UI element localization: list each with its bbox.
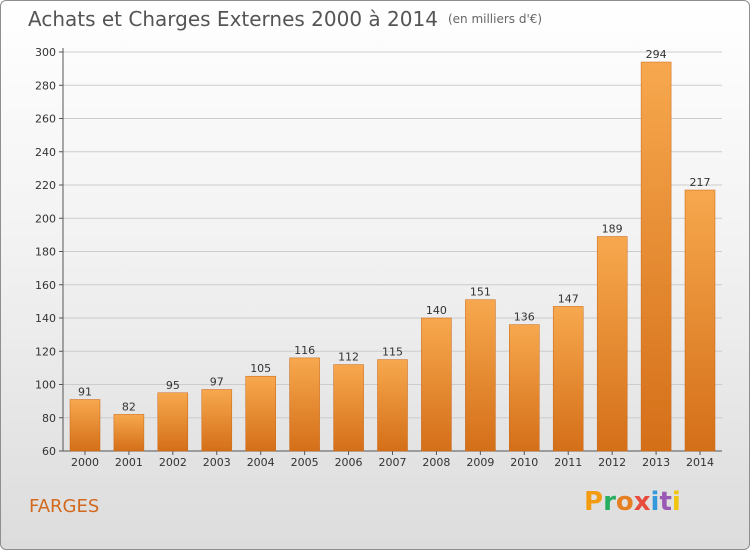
logo-letter: r bbox=[603, 487, 616, 517]
x-tick-label-2003: 2003 bbox=[203, 456, 231, 469]
y-tick-label: 280 bbox=[35, 79, 56, 92]
value-label-2003: 97 bbox=[210, 375, 224, 388]
bar-2014 bbox=[684, 189, 716, 452]
y-tick-label: 200 bbox=[35, 212, 56, 225]
bar-2000 bbox=[69, 399, 101, 452]
x-tick-label-2000: 2000 bbox=[71, 456, 99, 469]
bar-2009 bbox=[465, 299, 496, 452]
bar-2012 bbox=[596, 236, 628, 452]
axes: 60 80 100 120 140 160 180 200 220 240 260 280 300 bbox=[35, 46, 722, 458]
x-tick-label-2011: 2011 bbox=[554, 456, 582, 469]
y-tick-label: 80 bbox=[42, 412, 56, 425]
x-tick-label-2002: 2002 bbox=[159, 456, 187, 469]
value-label-2000: 91 bbox=[78, 385, 92, 398]
bar-2011 bbox=[552, 306, 584, 452]
bar-2013 bbox=[640, 61, 672, 452]
x-tick-label-2009: 2009 bbox=[466, 456, 494, 469]
x-tick-label-2001: 2001 bbox=[115, 456, 143, 469]
y-tick-label: 60 bbox=[42, 445, 56, 458]
bar-2004 bbox=[245, 375, 276, 452]
value-label-2011: 147 bbox=[558, 292, 579, 305]
value-label-2006: 112 bbox=[338, 351, 359, 364]
logo-letter: i bbox=[650, 487, 660, 517]
y-tick-label: 120 bbox=[35, 345, 56, 358]
chart-title: Achats et Charges Externes 2000 à 2014 (e… bbox=[28, 7, 542, 31]
bar-2003 bbox=[201, 389, 233, 452]
logo-letter: P bbox=[584, 487, 604, 517]
y-tick-label: 260 bbox=[35, 113, 56, 126]
value-label-2007: 115 bbox=[382, 346, 403, 359]
value-label-2001: 82 bbox=[122, 400, 136, 413]
bar-2001 bbox=[113, 414, 145, 452]
y-tick-label: 160 bbox=[35, 279, 56, 292]
x-tick-label-2005: 2005 bbox=[291, 456, 319, 469]
value-label-2012: 189 bbox=[602, 223, 623, 236]
bars bbox=[69, 61, 716, 452]
value-label-2002: 95 bbox=[166, 379, 180, 392]
labels: 91 2000 82 2001 95 2002 97 2003 105 2004 116 2005 11… bbox=[71, 48, 714, 469]
y-tick-label: 100 bbox=[35, 379, 56, 392]
value-label-2014: 217 bbox=[690, 176, 711, 189]
x-tick-label-2004: 2004 bbox=[247, 456, 275, 469]
x-tick-label-2013: 2013 bbox=[642, 456, 670, 469]
x-tick-label-2006: 2006 bbox=[335, 456, 363, 469]
x-tick-label-2008: 2008 bbox=[422, 456, 450, 469]
value-label-2008: 140 bbox=[426, 304, 447, 317]
town-name: FARGES bbox=[29, 496, 100, 517]
logo-letter: t bbox=[659, 487, 672, 517]
logo-letter: x bbox=[633, 487, 651, 517]
bar-2002 bbox=[157, 392, 189, 452]
logo-letter: i bbox=[671, 487, 681, 517]
y-tick-label: 180 bbox=[35, 246, 56, 259]
bar-2006 bbox=[333, 364, 364, 452]
bar-2005 bbox=[289, 357, 320, 452]
bar-2007 bbox=[377, 359, 408, 452]
x-tick-label-2007: 2007 bbox=[379, 456, 407, 469]
y-tick-label: 220 bbox=[35, 179, 56, 192]
logo-letter: o bbox=[615, 487, 634, 517]
value-label-2010: 136 bbox=[514, 311, 535, 324]
chart-subtitle: (en milliers d'€) bbox=[447, 12, 543, 26]
proxiti-logo: Proxiti bbox=[584, 487, 681, 517]
bar-2008 bbox=[421, 317, 452, 452]
y-tick-label: 240 bbox=[35, 146, 56, 159]
value-label-2009: 151 bbox=[470, 286, 491, 299]
value-label-2005: 116 bbox=[294, 344, 315, 357]
x-tick-label-2012: 2012 bbox=[598, 456, 626, 469]
value-label-2004: 105 bbox=[250, 362, 271, 375]
y-tick-label: 300 bbox=[35, 46, 56, 59]
y-tick-label: 140 bbox=[35, 312, 56, 325]
bar-2010 bbox=[509, 324, 540, 452]
x-tick-label-2010: 2010 bbox=[510, 456, 538, 469]
chart-title-text: Achats et Charges Externes 2000 à 2014 bbox=[28, 7, 438, 31]
x-tick-label-2014: 2014 bbox=[686, 456, 714, 469]
value-label-2013: 294 bbox=[646, 48, 667, 61]
